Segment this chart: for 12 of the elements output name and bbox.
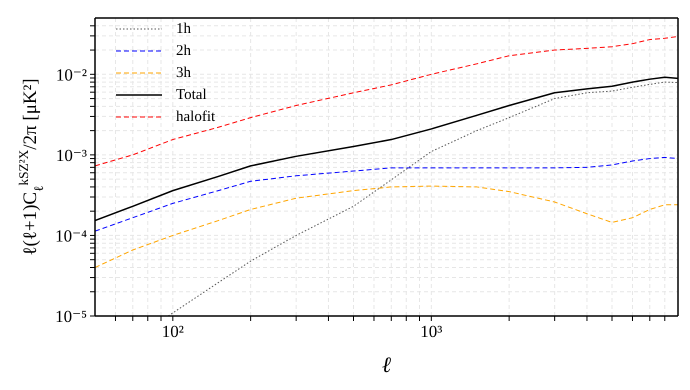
legend-label: 2h [176, 42, 191, 60]
legend-label: 3h [176, 64, 191, 82]
x-tick-label: 10² [162, 322, 184, 342]
y-tick-label: 10⁻⁵ [55, 307, 88, 326]
x-axis-title: ℓ [382, 352, 392, 377]
y-tick-label: 10⁻³ [56, 146, 87, 165]
y-tick-label: 10⁻⁴ [55, 226, 88, 246]
legend-label: halofit [176, 108, 216, 126]
y-tick-label: 10⁻² [56, 65, 87, 84]
x-tick-label: 10³ [420, 322, 442, 342]
legend-label: 1h [176, 20, 191, 38]
legend-label: Total [176, 86, 207, 104]
